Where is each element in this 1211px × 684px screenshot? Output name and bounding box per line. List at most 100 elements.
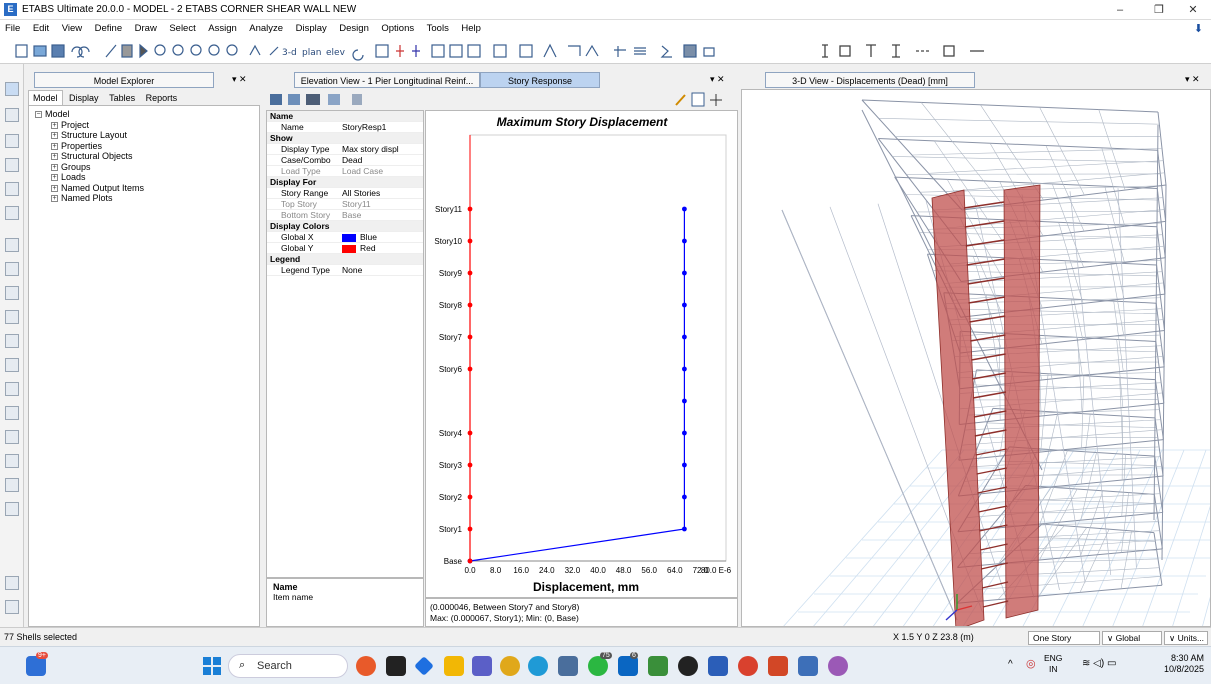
chevron-up-icon[interactable]: ^ [1008,659,1013,670]
property-row[interactable]: Story Range All Stories [267,187,423,200]
pointer-tool-icon[interactable] [5,82,19,96]
property-row[interactable]: Bottom Story Base [267,209,423,222]
property-row[interactable]: Display Type Max story displ [267,143,423,156]
etabs-taskbar-icon[interactable] [798,656,818,676]
bird-widget-icon[interactable] [356,656,376,676]
3d-viewport[interactable] [741,89,1211,627]
story-mode-dropdown[interactable]: One Story [1028,631,1100,645]
tab-reports[interactable]: Reports [145,93,178,103]
draw-column-icon[interactable] [5,182,19,196]
language-indicator[interactable]: ENG IN [1044,653,1062,675]
draw-section-cut-icon[interactable] [5,358,19,372]
property-value[interactable]: All Stories [339,187,423,200]
chrome-profile2-icon[interactable] [828,656,848,676]
3d-model-drawing[interactable] [742,90,1211,627]
property-section[interactable]: Display Colors [267,220,423,233]
tree-item-properties[interactable]: + Properties [35,141,253,152]
property-section[interactable]: Display For [267,176,423,189]
expand-icon[interactable]: + [51,184,58,192]
expand-icon[interactable]: + [51,153,58,161]
tree-item-loads[interactable]: + Loads [35,172,253,183]
property-row[interactable]: Global Y Red [267,242,423,255]
menu-assign[interactable]: Assign [208,23,237,34]
tab-story-response[interactable]: Story Response [480,72,600,88]
tree-item-named-plots[interactable]: + Named Plots [35,193,253,204]
property-row[interactable]: Top Story Story11 [267,198,423,211]
weather-widget-icon[interactable] [26,656,46,676]
teams-icon[interactable] [472,656,492,676]
tab-model[interactable]: Model [28,90,63,105]
file-explorer-icon[interactable] [444,656,464,676]
chrome-icon[interactable] [500,656,520,676]
property-value[interactable]: None [339,264,423,277]
chart-tools-icons[interactable] [672,91,732,109]
tree-item-named-output-items[interactable]: + Named Output Items [35,183,253,194]
draw-beam-icon[interactable] [5,158,19,172]
windows-start-icon[interactable] [202,656,222,676]
tree-item-groups[interactable]: + Groups [35,162,253,173]
whatsapp-icon[interactable] [588,656,608,676]
task-view-icon[interactable] [386,656,406,676]
select-previous-icon[interactable] [5,600,19,614]
draw-reference-point-icon[interactable] [5,478,19,492]
coord-system-dropdown[interactable]: ∨ Global [1102,631,1162,645]
property-row[interactable]: Name StoryResp1 [267,121,423,134]
property-value[interactable]: Story11 [339,198,423,211]
app-diamond-icon[interactable] [414,656,434,676]
draw-wall-icon[interactable] [5,262,19,276]
story-displacement-chart[interactable]: Maximum Story Displacement 0.0 8.0 16.0 24.0… [426,111,739,599]
menu-file[interactable]: File [5,23,21,34]
property-section[interactable]: Name [267,111,423,123]
expand-icon[interactable]: + [51,163,58,171]
tab-display[interactable]: Display [69,93,99,103]
property-section[interactable]: Legend [267,253,423,266]
tab-3d-view[interactable]: 3-D View - Displacements (Dead) [mm] [765,72,975,88]
download-icon[interactable]: ⬇ [1193,23,1203,35]
menu-select[interactable]: Select [169,23,196,34]
word-icon[interactable] [708,656,728,676]
menu-help[interactable]: Help [461,23,481,34]
expand-icon[interactable]: + [51,142,58,150]
property-value[interactable]: Max story displ [339,143,423,156]
property-row[interactable]: Global X Blue [267,231,423,244]
menu-define[interactable]: Define [94,23,123,34]
draw-null-area-icon[interactable] [5,310,19,324]
tab-tables[interactable]: Tables [109,93,136,103]
chart-area[interactable]: Maximum Story Displacement 0.0 8.0 16.0 24.0… [425,110,738,598]
menu-edit[interactable]: Edit [32,23,50,34]
units-button[interactable]: ∨ Units... [1164,631,1208,645]
draw-dimension-icon[interactable] [5,454,19,468]
draw-tendon-icon[interactable] [5,406,19,420]
reshape-tool-icon[interactable] [5,108,19,122]
tree-root[interactable]: − Model [35,109,253,120]
network-app-icon[interactable]: ◎ [1026,658,1036,670]
menu-analyze[interactable]: Analyze [249,23,284,34]
menu-design[interactable]: Design [339,23,369,34]
draw-opening-icon[interactable] [5,286,19,300]
menu-display[interactable]: Display [295,23,327,34]
property-section[interactable]: Show [267,132,423,145]
menu-draw[interactable]: Draw [134,23,157,34]
property-value[interactable]: StoryResp1 [339,121,423,134]
toolbar-icons[interactable]: 3-d plan elev [14,38,1054,64]
explorer-pin-icon[interactable]: ▾ ✕ [232,74,247,84]
tree-item-structural-objects[interactable]: + Structural Objects [35,151,253,162]
wifi-volume-battery-icon[interactable]: ≋ ◁) ▭ [1082,658,1117,669]
expand-icon[interactable]: + [51,195,58,203]
expand-icon[interactable]: + [51,174,58,182]
menu-view[interactable]: View [61,23,83,34]
chatgpt-icon[interactable] [678,656,698,676]
linkedin-icon[interactable] [618,656,638,676]
3d-panel-close-icon[interactable]: ▾ ✕ [1185,74,1200,84]
property-value[interactable]: Red [339,242,423,255]
restore-button[interactable]: ❐ [1154,4,1164,16]
property-row[interactable]: Case/Combo Dead [267,154,423,167]
calculator-icon[interactable] [558,656,578,676]
expand-icon[interactable]: + [51,121,58,129]
property-row[interactable]: Legend Type None [267,264,423,277]
draw-grid-icon[interactable] [5,430,19,444]
minimize-button[interactable]: – [1116,4,1124,16]
property-row[interactable]: Load Type Load Case [267,165,423,178]
draw-wall-stack-icon[interactable] [5,334,19,348]
tab-elevation-view[interactable]: Elevation View - 1 Pier Longitudinal Rei… [294,72,480,88]
